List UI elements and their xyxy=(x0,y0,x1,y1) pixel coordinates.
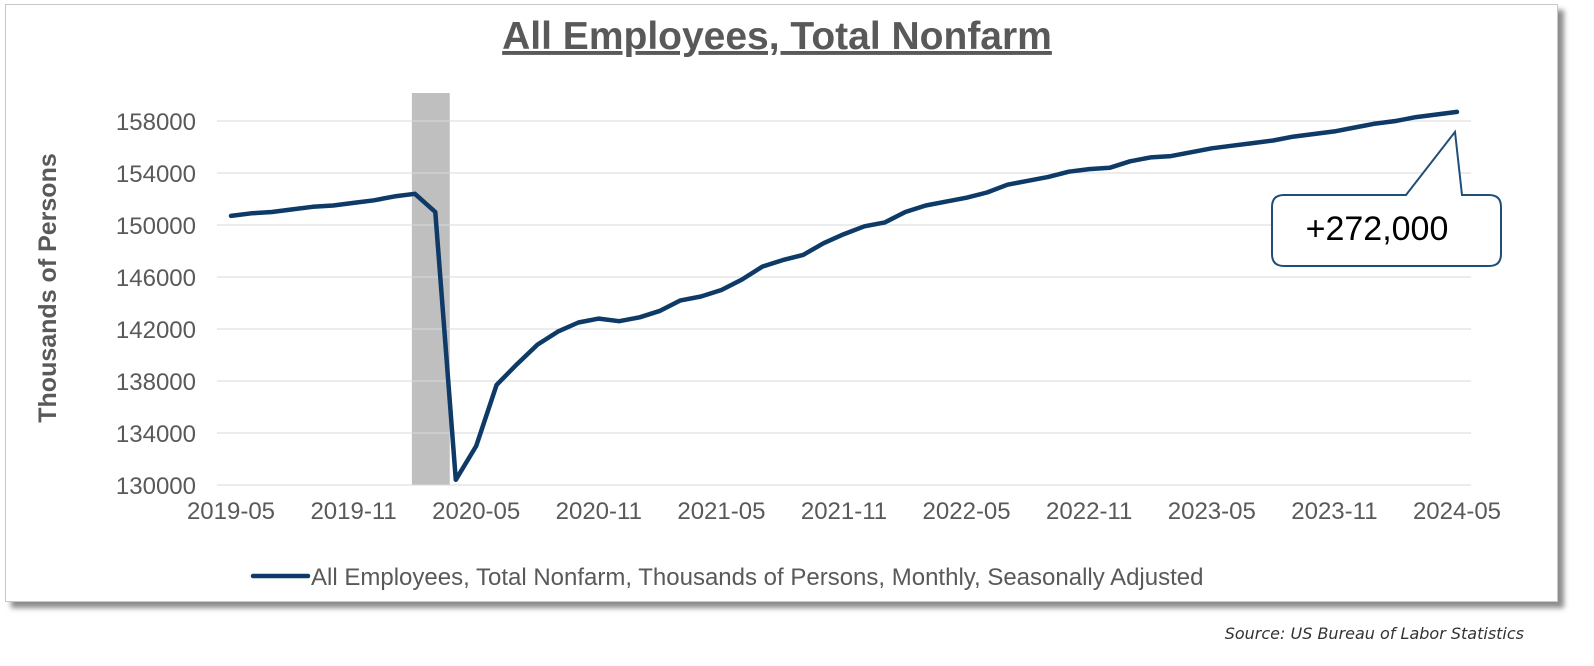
legend-label: All Employees, Total Nonfarm, Thousands … xyxy=(311,564,1203,591)
annotation-callout-box xyxy=(1271,129,1502,267)
y-tick-label: 142000 xyxy=(116,317,196,344)
x-tick-label: 2022-11 xyxy=(1046,498,1132,525)
y-tick-label: 146000 xyxy=(116,265,196,292)
x-tick-label: 2022-05 xyxy=(923,498,1011,525)
y-tick-label: 130000 xyxy=(116,473,196,500)
y-tick-label: 134000 xyxy=(116,421,196,448)
annotation-callout: +272,000 xyxy=(1271,129,1502,267)
x-tick-label: 2023-05 xyxy=(1168,498,1256,525)
annotation-label: +272,000 xyxy=(1306,210,1449,248)
series-line xyxy=(228,109,1460,483)
y-tick-label: 154000 xyxy=(116,161,196,188)
shaded-region-0 xyxy=(411,93,450,485)
x-tick-label: 2019-11 xyxy=(310,498,396,525)
x-tick-label: 2020-05 xyxy=(432,498,520,525)
chart-frame: All Employees, Total Nonfarm Thousands o… xyxy=(5,4,1558,602)
y-tick-label: 138000 xyxy=(116,369,196,396)
x-tick-label: 2020-11 xyxy=(556,498,642,525)
chart-title: All Employees, Total Nonfarm xyxy=(502,15,1052,58)
x-tick-label: 2023-11 xyxy=(1291,498,1377,525)
y-tick-label: 158000 xyxy=(116,109,196,136)
x-tick-label: 2024-05 xyxy=(1413,498,1501,525)
y-tick-label: 150000 xyxy=(116,213,196,240)
x-tick-label: 2021-11 xyxy=(801,498,887,525)
line-chart: All Employees, Total Nonfarm Thousands o… xyxy=(34,15,1502,591)
y-axis-label: Thousands of Persons xyxy=(34,153,62,422)
x-tick-label: 2021-05 xyxy=(677,498,765,525)
x-tick-label: 2019-05 xyxy=(187,498,275,525)
source-note: Source: US Bureau of Labor Statistics xyxy=(1224,624,1524,643)
